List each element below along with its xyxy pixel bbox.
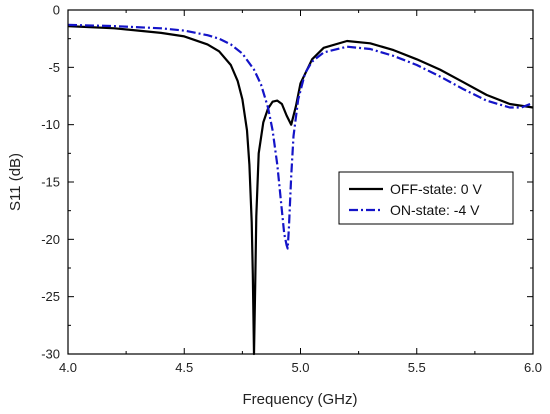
y-axis-ticks: 0 -5 -10 -15 -20 -25 -30 xyxy=(41,3,533,362)
legend-box xyxy=(338,171,514,225)
x-tick-label: 5.5 xyxy=(408,360,426,375)
y-tick-label: 0 xyxy=(53,3,60,18)
legend: OFF-state: 0 V ON-state: -4 V xyxy=(338,171,514,225)
legend-label-on-state: ON-state: -4 V xyxy=(390,202,480,218)
x-tick-label: 5.0 xyxy=(291,360,309,375)
x-tick-label: 4.0 xyxy=(59,360,77,375)
curves-group xyxy=(67,23,534,356)
y-tick-label: -30 xyxy=(41,347,60,362)
y-axis-title: S11 (dB) xyxy=(7,153,24,211)
y-tick-label: -20 xyxy=(41,232,60,247)
y-tick-label: -10 xyxy=(41,117,60,132)
x-tick-label: 4.5 xyxy=(175,360,193,375)
x-axis-ticks: 4.0 4.5 5.0 5.5 6.0 xyxy=(59,10,542,375)
x-axis-title: Frequency (GHz) xyxy=(242,391,357,408)
series-line-1 xyxy=(67,23,534,250)
y-tick-label: -5 xyxy=(48,60,60,75)
x-tick-label: 6.0 xyxy=(524,360,542,375)
y-tick-label: -25 xyxy=(41,289,60,304)
y-tick-label: -15 xyxy=(41,175,60,190)
legend-label-off-state: OFF-state: 0 V xyxy=(390,181,482,197)
